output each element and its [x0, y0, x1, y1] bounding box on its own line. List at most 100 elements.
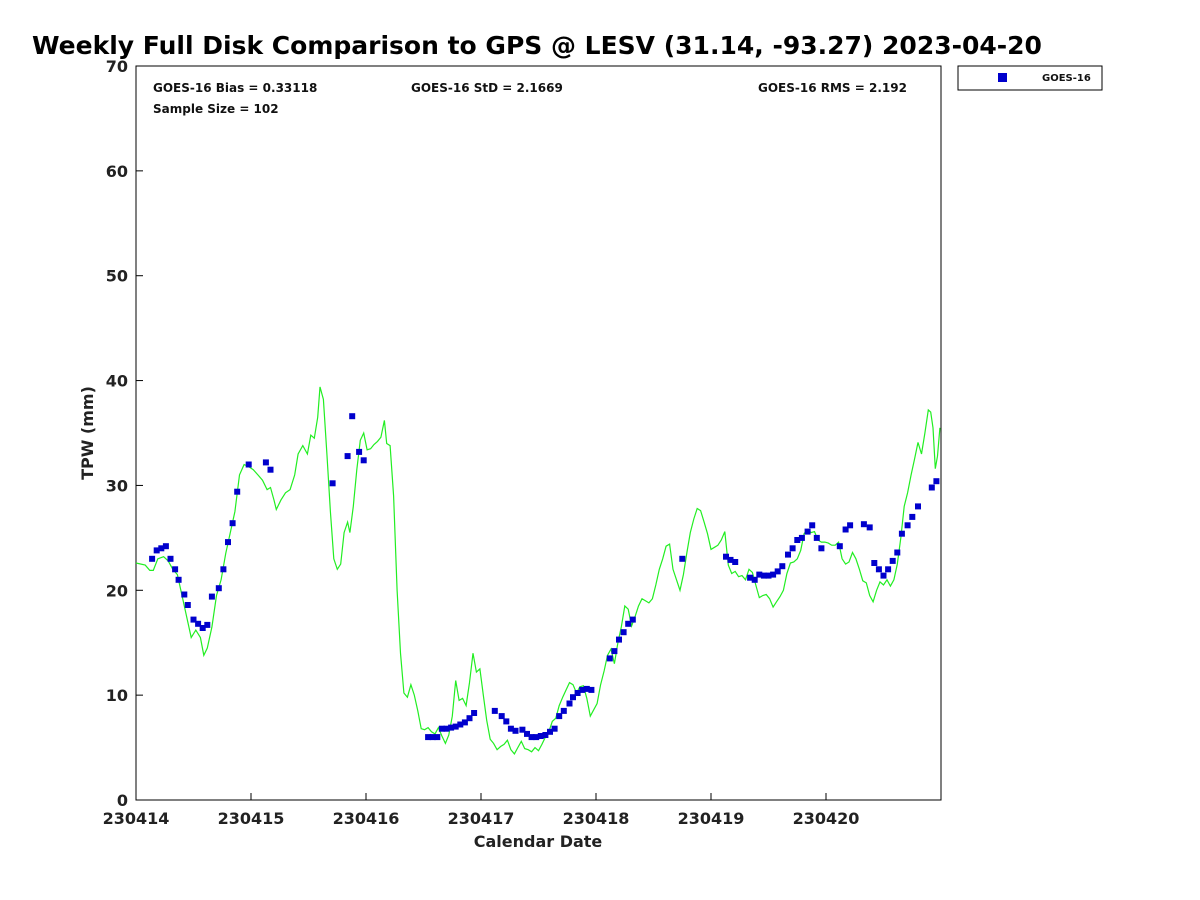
goes16-point-91 [875, 566, 882, 573]
goes16-point-9 [190, 616, 197, 623]
goes16-point-19 [245, 461, 252, 468]
goes16-point-101 [933, 478, 940, 485]
goes16-point-10 [195, 620, 202, 627]
goes16-point-58 [588, 686, 595, 693]
y-axis-label: TPW (mm) [78, 386, 97, 480]
goes16-point-67 [727, 556, 734, 563]
goes16-point-30 [438, 725, 445, 732]
goes16-point-66 [723, 553, 729, 560]
goes16-point-37 [471, 710, 478, 716]
legend-box [957, 65, 1103, 91]
goes16-point-69 [747, 574, 754, 581]
goes16-point-8 [184, 602, 191, 608]
goes16-point-68 [732, 559, 739, 565]
goes16-point-52 [560, 707, 567, 714]
goes16-point-99 [915, 503, 921, 510]
stat-rms: GOES-16 RMS = 2.192 [758, 81, 907, 95]
goes16-point-95 [894, 549, 901, 556]
goes16-point-76 [779, 563, 786, 570]
goes16-point-92 [880, 572, 887, 579]
legend: GOES-16 [957, 65, 1103, 91]
goes16-point-60 [611, 648, 618, 655]
x-tick-label-1: 230415 [218, 809, 285, 828]
goes16-point-26 [360, 457, 367, 464]
goes16-point-54 [570, 694, 576, 701]
plot-area [135, 65, 942, 801]
goes16-point-40 [503, 718, 510, 725]
goes16-point-75 [774, 568, 781, 575]
goes16-point-4 [167, 555, 174, 562]
x-axis-label: Calendar Date [474, 832, 603, 851]
goes16-point-14 [215, 585, 222, 592]
goes16-point-42 [512, 727, 519, 734]
goes16-point-13 [208, 593, 215, 600]
goes16-point-44 [524, 730, 530, 737]
goes16-point-80 [798, 534, 805, 541]
goes16-point-38 [491, 707, 498, 714]
goes16-point-34 [457, 721, 464, 728]
goes16-point-94 [889, 557, 896, 564]
goes16-point-61 [616, 636, 622, 643]
goes16-point-41 [507, 725, 514, 732]
goes16-point-85 [836, 543, 843, 550]
goes16-point-32 [448, 724, 455, 731]
y-ticks: 0 10 20 30 40 50 60 70 [106, 57, 143, 810]
goes16-point-51 [556, 713, 563, 720]
goes16-point-47 [537, 733, 544, 739]
goes16-point-63 [625, 620, 632, 627]
goes16-point-24 [349, 413, 356, 420]
y-tick-label-7: 70 [106, 57, 128, 76]
goes16-point-53 [566, 700, 573, 707]
y-tick-label-3: 30 [106, 476, 128, 495]
stat-sample-size: Sample Size = 102 [153, 102, 279, 116]
goes16-point-31 [443, 725, 450, 732]
legend-marker-square-icon [998, 73, 1007, 82]
goes16-point-18 [234, 488, 241, 495]
goes16-point-15 [220, 566, 227, 573]
goes16-point-22 [329, 480, 336, 487]
goes16-point-90 [871, 560, 878, 566]
y-tick-label-2: 20 [106, 581, 128, 600]
goes16-point-74 [770, 571, 777, 578]
x-ticks: 230414 230415 230416 230417 230418 230419 2304… [103, 793, 860, 828]
goes16-point-84 [818, 545, 825, 552]
legend-label-goes16: GOES-16 [1042, 73, 1091, 84]
y-tick-label-5: 50 [106, 267, 128, 286]
goes16-point-27 [425, 734, 432, 741]
goes16-point-71 [756, 571, 763, 578]
goes16-point-72 [760, 572, 767, 579]
chart-title: Weekly Full Disk Comparison to GPS @ LES… [32, 31, 1042, 60]
goes16-point-49 [547, 728, 553, 735]
goes16-point-77 [785, 551, 791, 558]
goes16-point-39 [498, 713, 505, 720]
goes16-point-87 [847, 522, 854, 529]
goes16-point-6 [175, 576, 182, 583]
stat-bias: GOES-16 Bias = 0.33118 [153, 81, 317, 95]
goes16-point-56 [579, 686, 586, 693]
x-tick-label-5: 230419 [678, 809, 745, 828]
goes16-point-50 [551, 725, 558, 732]
goes16-point-2 [158, 545, 165, 552]
y-tick-label-1: 10 [106, 686, 128, 705]
goes16-point-29 [434, 734, 441, 741]
x-tick-label-6: 230420 [793, 809, 860, 828]
goes16-point-23 [344, 453, 351, 460]
goes16-point-64 [629, 616, 636, 623]
y-tick-label-6: 60 [106, 162, 128, 181]
goes16-point-28 [429, 734, 436, 741]
goes16-point-17 [229, 520, 236, 527]
goes16-point-11 [199, 625, 206, 631]
goes16-point-100 [928, 484, 935, 491]
goes16-point-16 [225, 539, 231, 546]
goes16-point-21 [267, 466, 274, 473]
goes16-point-70 [751, 576, 758, 583]
goes16-point-89 [866, 524, 873, 531]
goes16-point-7 [181, 591, 188, 598]
goes16-point-93 [885, 566, 892, 573]
goes16-point-82 [809, 522, 816, 529]
goes16-point-48 [542, 732, 549, 738]
goes16-point-62 [620, 629, 627, 636]
y-tick-label-4: 40 [106, 372, 128, 391]
stat-std: GOES-16 StD = 2.1669 [411, 81, 563, 95]
goes16-point-83 [813, 534, 820, 541]
